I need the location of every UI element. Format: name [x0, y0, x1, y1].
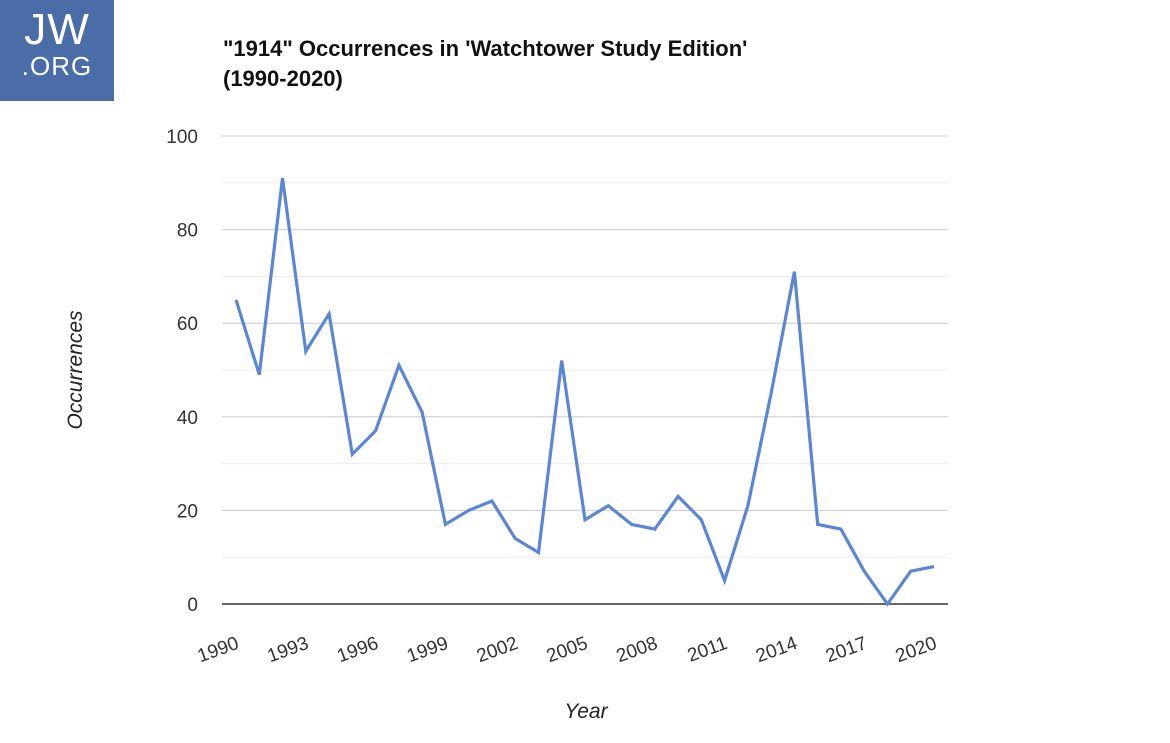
- x-tick-label: 1990: [195, 633, 242, 667]
- y-tick-label: 40: [177, 408, 198, 429]
- y-axis-title: Occurrences: [64, 310, 87, 430]
- x-tick-label: 1999: [404, 633, 451, 667]
- x-tick-label: 1993: [265, 633, 312, 667]
- y-tick-label: 20: [177, 501, 198, 522]
- x-tick-label: 2020: [893, 633, 940, 667]
- jw-org-logo: JW .ORG: [0, 0, 114, 101]
- series-line: [234, 177, 935, 607]
- x-tick-label: 2017: [823, 633, 870, 667]
- y-tick-label: 60: [177, 314, 198, 335]
- x-tick-label: 2008: [614, 633, 661, 667]
- y-tick-labels: 0 20 40 60 80 100: [166, 127, 198, 616]
- x-tick-labels: 1990 1993 1996 1999 2002 2005 2008 2011 2014 2017…: [195, 633, 940, 667]
- logo-text-top: JW: [24, 5, 90, 54]
- chart-title: "1914" Occurrences in 'Watchtower Study …: [223, 36, 748, 91]
- x-tick-label: 2014: [753, 633, 800, 667]
- gridlines: [222, 135, 948, 558]
- y-tick-label: 80: [177, 221, 198, 242]
- x-tick-label: 2011: [685, 633, 731, 667]
- logo-text-bottom: .ORG: [21, 51, 93, 81]
- x-tick-label: 2002: [474, 633, 521, 667]
- x-axis-title: Year: [564, 700, 608, 723]
- y-tick-label: 100: [166, 127, 198, 148]
- y-tick-label: 0: [187, 595, 198, 616]
- x-tick-label: 2005: [544, 633, 591, 667]
- x-tick-label: 1996: [334, 633, 381, 667]
